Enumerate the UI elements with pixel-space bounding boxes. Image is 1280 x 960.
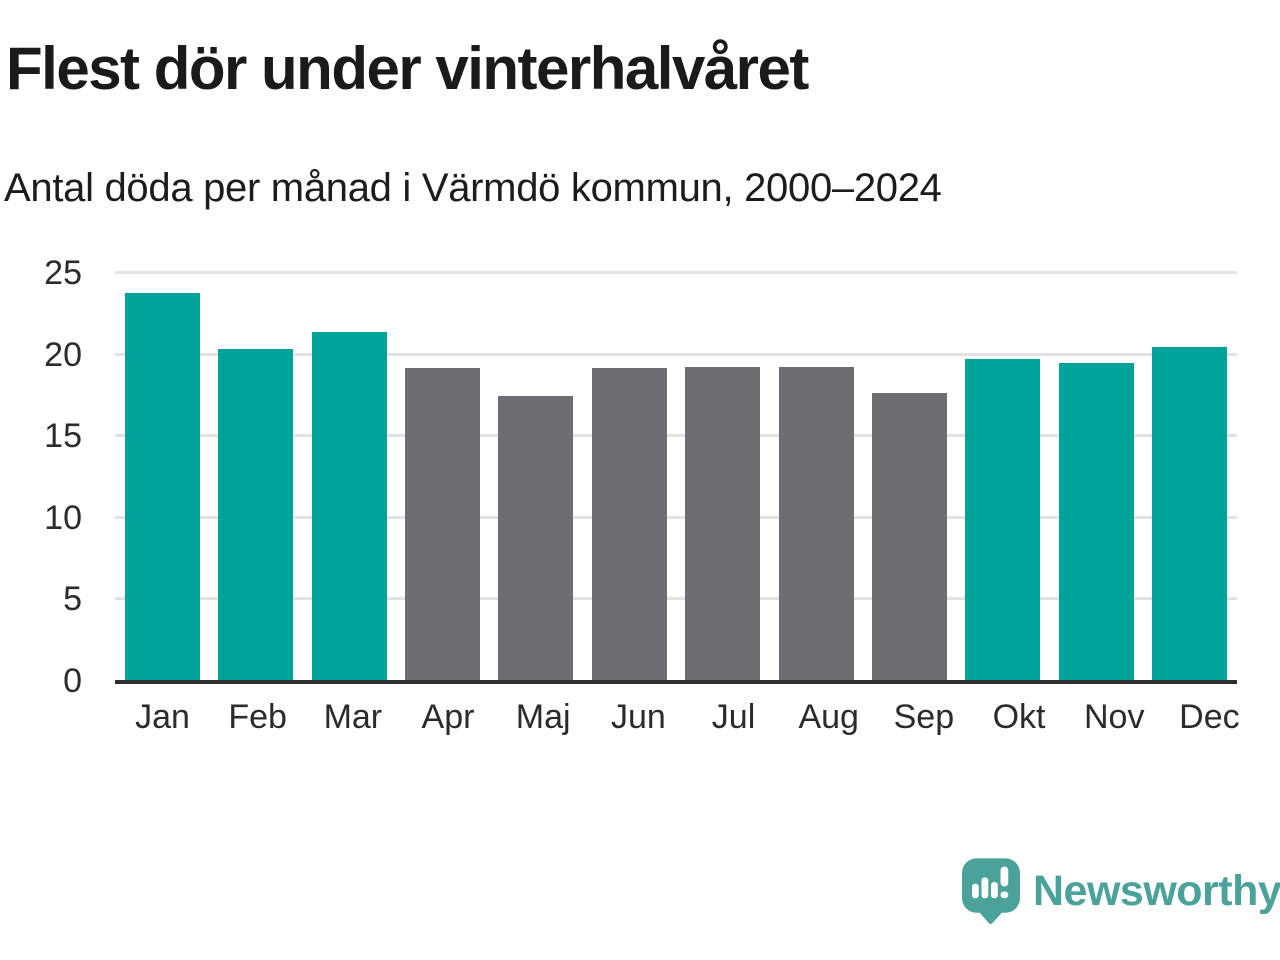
gridline-10 [115, 515, 1237, 519]
bar-jun [591, 368, 667, 680]
bar-dec [1151, 347, 1227, 680]
x-tick-label-sep: Sep [893, 698, 955, 736]
bar-nov [1058, 363, 1134, 680]
newsworthy-logo: Newsworthy [962, 858, 1280, 924]
bar-jul [685, 366, 761, 680]
gridline-25 [115, 271, 1237, 274]
x-tick-label-jul: Jul [711, 698, 756, 736]
x-tick-label-mar: Mar [323, 698, 383, 736]
y-tick-label-5: 5 [63, 580, 82, 619]
x-tick-label-feb: Feb [228, 698, 287, 736]
bar-feb [218, 348, 294, 680]
y-tick-label-10: 10 [44, 498, 82, 537]
chart-title: Flest dör under vinterhalvåret [6, 35, 809, 102]
x-tick-label-nov: Nov [1083, 698, 1145, 736]
bar-series [115, 272, 1237, 680]
bar-sep [871, 392, 947, 680]
bar-jan [125, 293, 200, 680]
gridline-5 [115, 597, 1237, 601]
x-tick-label-apr: Apr [421, 698, 475, 736]
x-tick-label-jan: Jan [135, 698, 190, 736]
bar-maj [498, 396, 574, 680]
x-tick-label-okt: Okt [992, 698, 1046, 736]
y-tick-label-25: 25 [44, 254, 82, 292]
gridline-20 [115, 352, 1237, 356]
x-tick-label-maj: Maj [515, 698, 571, 736]
gridline-15 [115, 434, 1237, 438]
y-tick-label-15: 15 [44, 417, 82, 456]
y-tick-label-0: 0 [63, 662, 82, 700]
bar-aug [778, 366, 854, 680]
x-tick-label-aug: Aug [798, 698, 859, 736]
bar-mar [311, 332, 387, 680]
x-tick-label-dec: Dec [1179, 698, 1240, 736]
bar-apr [405, 368, 481, 680]
bar-okt [965, 358, 1041, 680]
bar-chart-plot-area [115, 271, 1237, 684]
x-axis-tick-labels: Jan Feb Mar Apr Maj Jun Jul Aug Sep Okt Nov Dec [115, 698, 1257, 737]
chart-subtitle: Antal döda per månad i Värmdö kommun, 20… [4, 166, 942, 210]
y-tick-label-20: 20 [44, 335, 82, 374]
x-tick-label-jun: Jun [610, 698, 666, 736]
newsworthy-wordmark: Newsworthy [1033, 866, 1280, 915]
newsworthy-speech-bubble-bar-chart-icon [962, 858, 1020, 924]
